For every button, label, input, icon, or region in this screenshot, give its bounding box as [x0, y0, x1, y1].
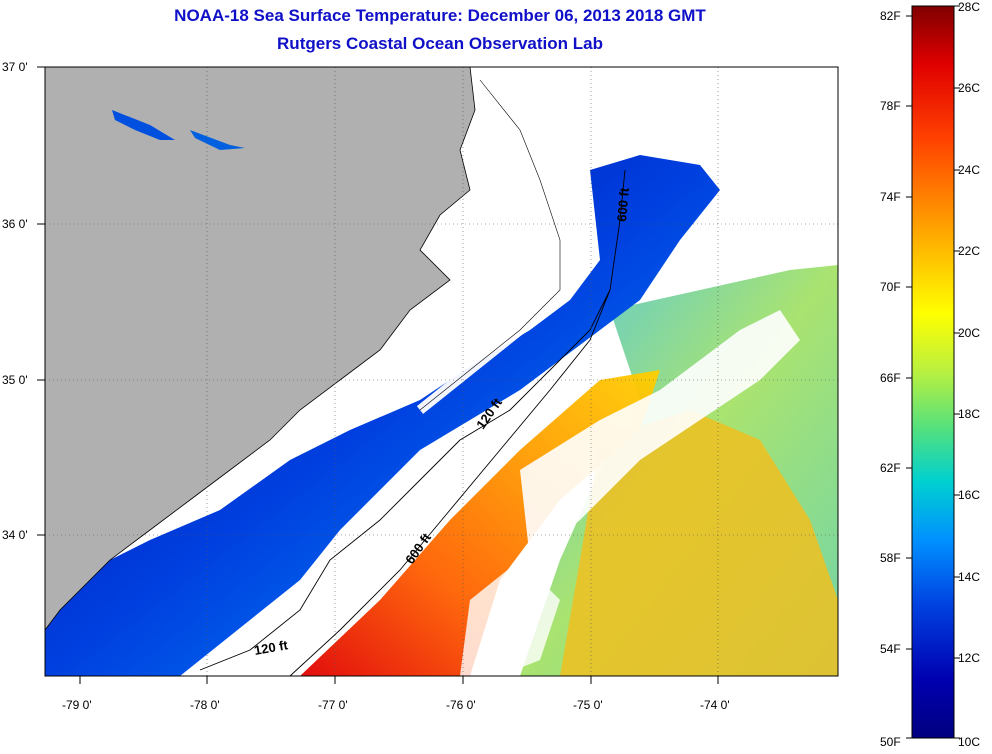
colorbar-c-label: 24C	[958, 163, 980, 177]
axis-ticks	[37, 66, 719, 684]
colorbar-f-label: 54F	[880, 642, 901, 656]
colorbar-c-label: 14C	[958, 570, 980, 584]
outer-banks	[419, 79, 561, 411]
lon-label: -75 0'	[573, 698, 603, 712]
colorbar-c-label: 26C	[958, 81, 980, 95]
cloud-gap	[460, 560, 560, 676]
colorbar-c-label: 22C	[958, 244, 980, 258]
colorbar-f-label: 78F	[880, 99, 901, 113]
map-title: NOAA-18 Sea Surface Temperature: Decembe…	[174, 6, 706, 25]
colorbar-f-label: 58F	[880, 551, 901, 565]
lon-label: -79 0'	[62, 698, 92, 712]
lat-label: 34 0'	[2, 528, 28, 542]
lon-label: -78 0'	[190, 698, 220, 712]
colorbar-f-label: 50F	[880, 735, 901, 749]
cloud-gap	[520, 310, 800, 560]
colorbar-c-label: 18C	[958, 407, 980, 421]
albemarle-sound	[112, 110, 175, 140]
contour-600ft	[289, 169, 626, 677]
colorbar-f-label: 70F	[880, 280, 901, 294]
colorbar-c-label: 12C	[958, 651, 980, 665]
map-frame	[44, 66, 839, 677]
albemarle-sound	[190, 130, 245, 150]
lon-label: -76 0'	[446, 698, 476, 712]
colorbar-gradient	[911, 5, 955, 739]
shelf-water	[45, 155, 720, 676]
map-subtitle: Rutgers Coastal Ocean Observation Lab	[277, 34, 603, 53]
lat-label: 35 0'	[2, 373, 28, 387]
colorbar-f-label: 62F	[880, 461, 901, 475]
colorbar-f-label: 74F	[880, 190, 901, 204]
colorbar: 82F 78F 74F 70F 66F 62F 58F 54F 50F 28C …	[880, 0, 980, 749]
lat-label: 37 0'	[2, 60, 28, 74]
colorbar-c-label: 20C	[958, 326, 980, 340]
longitude-labels: -79 0' -78 0' -77 0' -76 0' -75 0' -74 0…	[62, 698, 730, 712]
colorbar-f-label: 82F	[880, 9, 901, 23]
colorbar-c-label: 10C	[958, 735, 980, 749]
lat-label: 36 0'	[2, 217, 28, 231]
map-panel: 120 ft 600 ft 600 ft 120 ft	[44, 66, 839, 677]
land	[45, 67, 475, 630]
yellow-water	[560, 410, 838, 676]
coastline	[44, 66, 476, 631]
colorbar-f-label: 66F	[880, 371, 901, 385]
contour-label: 120 ft	[253, 637, 290, 658]
lon-label: -74 0'	[700, 698, 730, 712]
lon-label: -77 0'	[318, 698, 348, 712]
graticule	[45, 67, 838, 676]
colorbar-c-label: 16C	[958, 488, 980, 502]
contour-120ft	[199, 289, 611, 671]
colorbar-c-label: 28C	[958, 0, 980, 14]
latitude-labels: 37 0' 36 0' 35 0' 34 0'	[2, 60, 28, 542]
contour-label: 600 ft	[614, 186, 632, 222]
